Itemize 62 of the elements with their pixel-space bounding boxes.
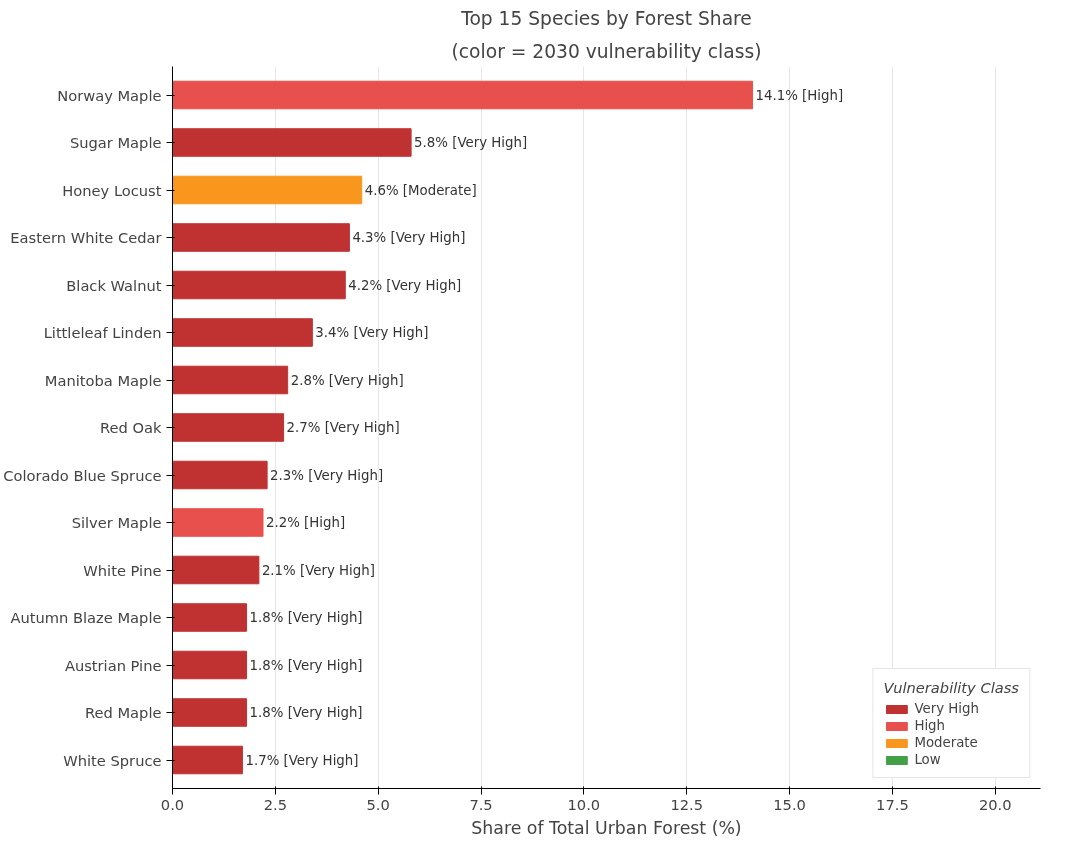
- bar: [172, 508, 264, 537]
- chart-subtitle: (color = 2030 vulnerability class): [451, 40, 762, 62]
- data-label: 1.8% [Very High]: [249, 705, 363, 720]
- legend-label: Low: [914, 752, 941, 767]
- y-tick-label: Red Maple: [84, 704, 162, 721]
- data-label: 2.7% [Very High]: [286, 420, 400, 435]
- bar: [172, 555, 260, 585]
- y-tick-label: Eastern White Cedar: [10, 229, 163, 246]
- y-tick-label: White Spruce: [63, 751, 162, 769]
- y-tick-label: Autumn Blaze Maple: [10, 609, 162, 626]
- x-tick-label: 10.0: [567, 795, 601, 813]
- bar: [172, 128, 412, 157]
- x-tick-label: 12.5: [670, 795, 704, 813]
- x-tick-label: 5.0: [366, 795, 390, 813]
- x-tick-label: 0.0: [160, 795, 185, 813]
- legend-label: Very High: [914, 701, 979, 716]
- y-tick-label: Littleleaf Linden: [43, 324, 162, 341]
- y-tick-label: Norway Maple: [57, 86, 162, 104]
- x-axis-title: Share of Total Urban Forest (%): [471, 817, 742, 838]
- x-tick-label: 17.5: [876, 795, 909, 813]
- bar: [172, 270, 346, 300]
- bar: [172, 745, 243, 775]
- x-tick-label: 20.0: [978, 795, 1012, 813]
- bar: [172, 80, 754, 110]
- legend-title: Vulnerability Class: [883, 679, 1019, 696]
- bar: [172, 223, 350, 252]
- y-tick-label: Colorado Blue Spruce: [3, 466, 162, 484]
- data-label: 1.7% [Very High]: [245, 752, 359, 768]
- y-tick-label: Black Walnut: [66, 276, 162, 294]
- data-label: 14.1% [High]: [755, 87, 844, 103]
- bar: [172, 603, 248, 632]
- data-label: 4.3% [Very High]: [352, 230, 466, 245]
- data-label: 2.1% [Very High]: [261, 562, 375, 578]
- y-tick-label: Sugar Maple: [69, 134, 162, 151]
- data-label: 4.2% [Very High]: [348, 277, 462, 293]
- legend-label: Moderate: [914, 735, 978, 750]
- data-label: 2.8% [Very High]: [290, 372, 404, 388]
- bar: [172, 698, 248, 727]
- x-tick-label: 2.5: [263, 795, 287, 813]
- bar: [172, 460, 268, 490]
- data-label: 5.8% [Very High]: [414, 135, 528, 150]
- y-tick-label: Manitoba Maple: [44, 371, 162, 389]
- y-tick-label: Red Oak: [99, 419, 163, 436]
- x-tick-label: 7.5: [469, 795, 493, 813]
- legend-label: High: [914, 718, 946, 733]
- data-label: 2.2% [High]: [266, 515, 346, 530]
- x-tick-label: 15.0: [773, 795, 806, 813]
- y-tick-label: White Pine: [83, 561, 162, 579]
- data-label: 2.3% [Very High]: [270, 467, 384, 483]
- bar: [172, 650, 248, 680]
- y-tick-label: Honey Locust: [62, 181, 162, 199]
- chart-title: Top 15 Species by Forest Share: [460, 7, 752, 29]
- data-label: 3.4% [Very High]: [315, 325, 429, 340]
- data-label: 1.8% [Very High]: [249, 657, 363, 673]
- bar: [172, 413, 285, 442]
- y-tick-label: Austrian Pine: [64, 656, 162, 674]
- data-label: 1.8% [Very High]: [249, 610, 363, 625]
- bar: [172, 318, 313, 347]
- bar: [172, 175, 363, 205]
- bar: [172, 365, 289, 395]
- data-label: 4.6% [Moderate]: [364, 182, 477, 198]
- y-tick-label: Silver Maple: [71, 514, 162, 531]
